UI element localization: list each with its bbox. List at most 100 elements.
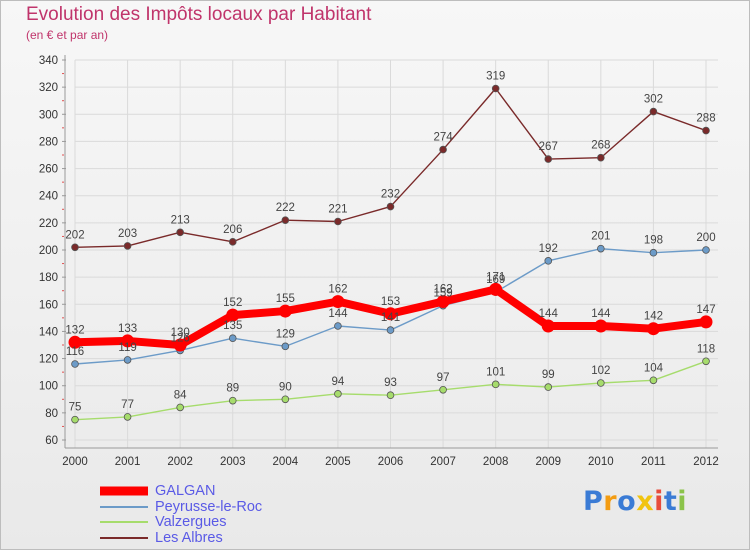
data-label: 129: [276, 328, 295, 340]
data-point: [176, 403, 184, 412]
data-point: [228, 396, 237, 405]
x-tick-label: 2006: [378, 456, 404, 468]
y-tick-label: 320: [39, 82, 58, 94]
legend-label-peyrusse-le-roc: Peyrusse-le-Roc: [155, 498, 263, 515]
x-tick-label: 2000: [62, 456, 88, 468]
y-tick-label: 300: [39, 109, 58, 121]
logo-letter: x: [636, 486, 655, 517]
x-tick-label: 2005: [325, 456, 351, 468]
data-point: [702, 126, 710, 135]
data-label: 141: [381, 312, 400, 324]
data-label: 155: [276, 293, 295, 305]
x-tick-label: 2008: [483, 456, 509, 468]
logo-letter: t: [663, 486, 678, 517]
y-tick-label: 180: [39, 272, 58, 284]
legend: GALGAN Peyrusse-le-Roc Valzergues Les Al…: [100, 483, 360, 548]
legend-label-galgan: GALGAN: [155, 483, 216, 499]
data-point: [281, 216, 290, 224]
x-tick-label: 2001: [115, 456, 141, 468]
data-point: [439, 145, 447, 154]
data-label: 104: [644, 362, 664, 374]
x-tick-label: 2004: [273, 456, 299, 468]
legend-swatch-les-albres: [100, 536, 148, 539]
data-point: [489, 282, 503, 296]
logo-letter: r: [603, 486, 618, 517]
data-label: 206: [223, 224, 242, 236]
data-label: 144: [591, 308, 611, 320]
y-tick-label: 160: [39, 299, 58, 311]
x-tick-label: 2007: [430, 456, 456, 468]
data-point: [491, 84, 500, 93]
data-label: 101: [486, 366, 505, 378]
data-label: 93: [384, 377, 397, 389]
legend-swatch-peyrusse-le-roc: [100, 505, 148, 508]
logo-letter: i: [677, 486, 688, 517]
data-label: 75: [69, 402, 82, 414]
data-label: 119: [118, 342, 136, 354]
data-label: 288: [696, 113, 715, 125]
y-tick-label: 220: [39, 218, 58, 230]
data-point: [386, 202, 395, 211]
data-point: [384, 307, 397, 321]
data-point: [702, 246, 710, 254]
data-point: [278, 304, 292, 318]
data-point: [331, 295, 345, 309]
data-point: [439, 385, 447, 394]
legend-item-valzergues: Valzergues: [100, 514, 360, 532]
legend-label-valzergues: Valzergues: [155, 514, 227, 530]
y-tick-label: 120: [39, 354, 58, 366]
data-point: [436, 295, 450, 309]
data-label: 142: [644, 311, 663, 323]
y-tick-label: 140: [39, 326, 58, 338]
data-label: 132: [65, 324, 84, 336]
data-point: [334, 390, 342, 398]
data-point: [699, 315, 713, 329]
proxiti-logo: Proxiti: [583, 486, 687, 517]
data-label: 144: [539, 308, 559, 320]
y-tick-label: 240: [39, 191, 58, 203]
x-tick-label: 2003: [220, 456, 246, 468]
data-label: 274: [433, 132, 453, 144]
data-label: 221: [328, 204, 347, 216]
data-label: 144: [328, 308, 348, 320]
data-point: [173, 338, 187, 352]
data-label: 102: [591, 365, 610, 377]
legend-item-les-albres: Les Albres: [100, 530, 360, 548]
data-point: [544, 155, 553, 163]
data-label: 159: [433, 288, 452, 300]
grid-layer: [74, 59, 718, 448]
data-label: 97: [437, 372, 450, 384]
data-label: 162: [328, 284, 347, 296]
data-point: [649, 376, 658, 385]
legend-swatch-valzergues: [100, 521, 148, 523]
y-tick-label: 60: [45, 435, 58, 447]
data-label: 135: [223, 320, 242, 332]
logo-letter: o: [617, 486, 637, 517]
data-label: 268: [591, 140, 610, 152]
y-tick-label: 100: [39, 381, 58, 393]
data-point: [386, 391, 395, 400]
y-tick-label: 200: [39, 245, 58, 257]
x-tick-label: 2002: [167, 456, 193, 468]
data-label: 153: [381, 296, 400, 308]
data-point: [649, 107, 658, 116]
data-label: 90: [279, 381, 292, 393]
chart-title: Evolution des Impôts locaux par Habitant: [26, 4, 372, 25]
data-label: 319: [486, 71, 505, 83]
data-label: 222: [276, 202, 295, 214]
data-point: [123, 413, 132, 421]
data-label: 152: [223, 297, 242, 309]
data-point: [649, 248, 658, 257]
data-point: [544, 383, 553, 391]
data-label: 147: [696, 304, 715, 316]
data-label: 89: [226, 383, 239, 395]
series-layer: [68, 84, 713, 424]
data-point: [228, 238, 237, 246]
data-point: [334, 322, 342, 330]
legend-item-galgan: GALGAN: [100, 483, 360, 501]
data-point: [228, 334, 237, 343]
data-point: [597, 379, 605, 387]
data-label: 99: [542, 369, 555, 381]
data-point: [281, 395, 290, 404]
